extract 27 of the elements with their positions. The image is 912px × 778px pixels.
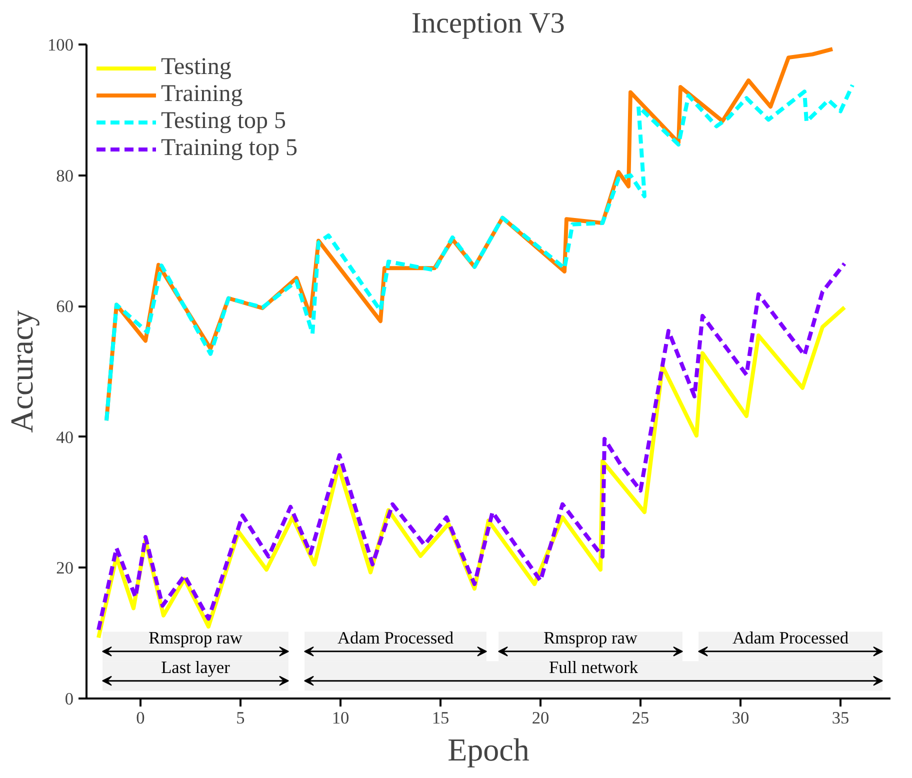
band-label: Full network bbox=[548, 658, 638, 677]
band-label: Rmsprop raw bbox=[148, 628, 243, 648]
x-tick-label: 5 bbox=[236, 708, 245, 728]
y-tick-label: 20 bbox=[56, 558, 74, 578]
legend-label: Training top 5 bbox=[161, 135, 298, 162]
x-tick-label: 20 bbox=[532, 708, 550, 728]
y-tick-label: 100 bbox=[48, 36, 74, 54]
x-tick-label: 25 bbox=[632, 708, 650, 728]
legend-label: Training bbox=[161, 81, 243, 108]
x-tick-label: 10 bbox=[332, 708, 350, 728]
x-axis-title: Epoch bbox=[448, 732, 530, 768]
x-tick-label: 35 bbox=[832, 708, 850, 728]
band-label: Rmsprop raw bbox=[544, 628, 638, 648]
band-label: Adam Processed bbox=[338, 628, 454, 648]
y-tick-label: 40 bbox=[56, 428, 74, 447]
x-tick-label: 30 bbox=[732, 708, 750, 728]
legend-label: Testing top 5 bbox=[161, 108, 286, 135]
x-tick-label: 15 bbox=[432, 708, 450, 728]
y-tick-label: 60 bbox=[56, 297, 74, 316]
y-axis-title: Accuracy bbox=[4, 310, 40, 433]
legend-label: Testing bbox=[161, 54, 232, 81]
chart-title: Inception V3 bbox=[412, 8, 565, 40]
y-tick-label: 0 bbox=[64, 690, 74, 708]
band-label: Adam Processed bbox=[732, 628, 849, 648]
x-tick-label: 0 bbox=[136, 708, 145, 728]
band-label: Last layer bbox=[161, 658, 230, 677]
y-tick-label: 80 bbox=[56, 166, 74, 186]
